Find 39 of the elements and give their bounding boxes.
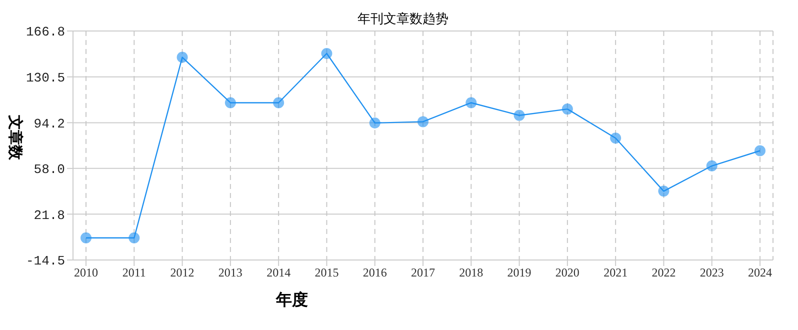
point xyxy=(176,52,188,63)
x-tick-label: 2012 xyxy=(170,266,194,280)
point xyxy=(369,117,380,128)
point xyxy=(610,132,622,144)
x-tick-label: 2011 xyxy=(122,266,146,280)
y-tick-label: -14.5 xyxy=(26,254,65,269)
point xyxy=(321,48,332,59)
y-tick-label: 130.5 xyxy=(26,70,65,86)
x-tick-label: 2021 xyxy=(604,266,628,280)
point xyxy=(754,145,766,156)
point xyxy=(562,104,573,115)
x-tick-label: 2022 xyxy=(652,266,676,280)
x-tick-label: 2013 xyxy=(218,266,242,280)
y-tick-label: 58.0 xyxy=(34,162,65,178)
y-tick-label: 166.8 xyxy=(26,24,65,40)
x-tick-label: 2017 xyxy=(411,266,435,280)
point xyxy=(658,186,670,197)
point xyxy=(418,116,428,128)
x-tick-label: 2016 xyxy=(362,266,387,280)
point xyxy=(706,160,718,172)
chart-title: 年刊文章数趋势 xyxy=(358,11,448,26)
x-tick-label: 2014 xyxy=(266,266,291,280)
point xyxy=(514,110,525,121)
y-tick-label: 94.2 xyxy=(34,116,65,132)
x-tick-label: 2024 xyxy=(748,266,772,280)
x-axis-title: 年度 xyxy=(276,290,308,311)
x-tick-label: 2018 xyxy=(459,266,484,280)
point xyxy=(466,97,477,108)
point xyxy=(224,97,236,108)
y-tick-label: 21.8 xyxy=(34,208,65,223)
x-tick-label: 2019 xyxy=(507,266,532,280)
point xyxy=(273,97,284,108)
x-tick-label: 2023 xyxy=(700,266,724,280)
point xyxy=(128,232,140,244)
x-tick-label: 2015 xyxy=(314,266,339,280)
x-tick-label: 2020 xyxy=(555,266,580,280)
y-axis-title: 文章数 xyxy=(6,114,24,162)
x-tick-label: 2010 xyxy=(74,266,98,280)
point xyxy=(80,232,92,244)
